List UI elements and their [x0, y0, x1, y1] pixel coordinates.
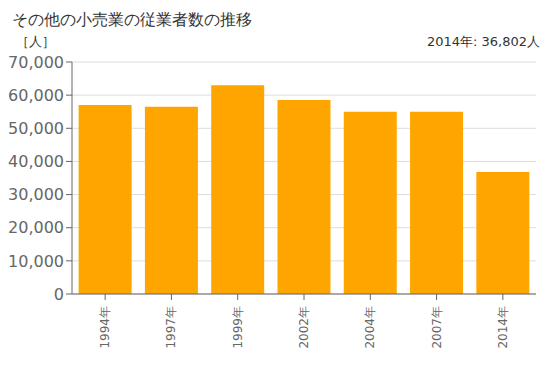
svg-text:2007年: 2007年 [430, 306, 444, 349]
svg-text:60,000: 60,000 [8, 86, 64, 105]
svg-text:1994年: 1994年 [98, 306, 112, 349]
html-text:2014年: 36,802人: 2014年: 36,802人 [426, 34, 540, 49]
svg-text:2002年: 2002年 [297, 306, 311, 349]
svg-text:0: 0 [54, 285, 64, 304]
svg-text:10,000: 10,000 [8, 252, 64, 271]
svg-text:50,000: 50,000 [8, 119, 64, 138]
svg-text:30,000: 30,000 [8, 185, 64, 204]
svg-text:20,000: 20,000 [8, 218, 64, 237]
svg-text:2004年: 2004年 [363, 306, 377, 349]
html-text:［人］: ［人］ [16, 34, 55, 49]
svg-text:40,000: 40,000 [8, 152, 64, 171]
svg-text:70,000: 70,000 [8, 53, 64, 72]
svg-text:1997年: 1997年 [164, 306, 178, 349]
svg-text:2014年: 2014年 [496, 306, 510, 349]
svg-text:1999年: 1999年 [231, 306, 245, 349]
html-text:その他の小売業の従業者数の推移: その他の小売業の従業者数の推移 [12, 10, 252, 29]
